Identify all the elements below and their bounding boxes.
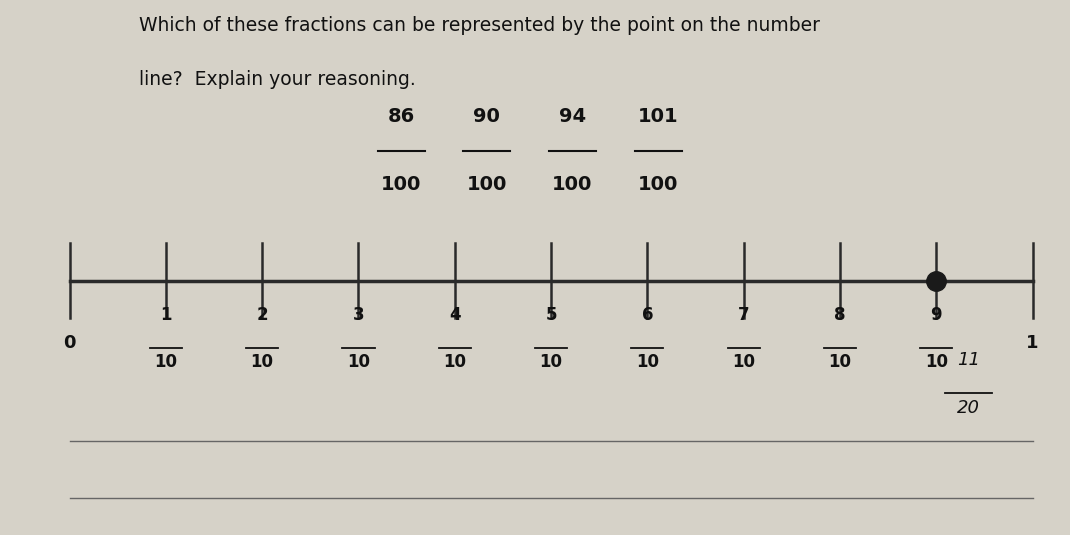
Text: 10: 10	[154, 353, 178, 371]
Text: 100: 100	[381, 175, 422, 195]
Text: 100: 100	[467, 175, 507, 195]
Text: Which of these fractions can be represented by the point on the number: Which of these fractions can be represen…	[139, 16, 820, 35]
Text: 10: 10	[443, 353, 467, 371]
Text: 8: 8	[835, 305, 845, 324]
Text: 100: 100	[552, 175, 593, 195]
Text: 90: 90	[473, 106, 501, 126]
Text: 101: 101	[638, 106, 678, 126]
Text: 100: 100	[638, 175, 678, 195]
Text: 10: 10	[347, 353, 370, 371]
Text: 7: 7	[738, 305, 749, 324]
Text: 10: 10	[250, 353, 274, 371]
Text: 1: 1	[160, 305, 171, 324]
Text: 10: 10	[539, 353, 563, 371]
Text: 4: 4	[449, 305, 460, 324]
Text: 10: 10	[924, 353, 948, 371]
Text: 86: 86	[387, 106, 415, 126]
Text: 5: 5	[546, 305, 556, 324]
Text: 3: 3	[353, 305, 364, 324]
Text: 9: 9	[931, 305, 942, 324]
Text: 20: 20	[957, 399, 980, 417]
Text: 0: 0	[63, 334, 76, 353]
Text: 10: 10	[732, 353, 755, 371]
Text: 10: 10	[828, 353, 852, 371]
Text: 2: 2	[257, 305, 268, 324]
Text: 1: 1	[1026, 334, 1039, 353]
Text: 11: 11	[957, 351, 980, 369]
Text: 6: 6	[642, 305, 653, 324]
Text: 94: 94	[559, 106, 586, 126]
Text: line?  Explain your reasoning.: line? Explain your reasoning.	[139, 70, 416, 89]
Text: 10: 10	[636, 353, 659, 371]
